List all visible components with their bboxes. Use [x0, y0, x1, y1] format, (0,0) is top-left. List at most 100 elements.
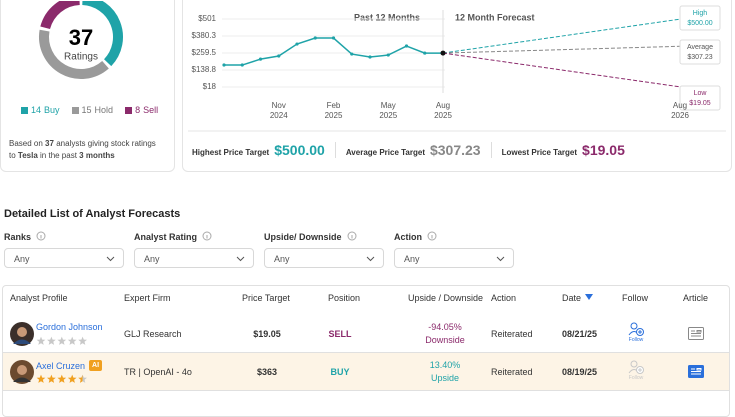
analyst-name-text[interactable]: Gordon Johnson — [36, 322, 103, 332]
price-point — [295, 42, 299, 46]
price-point — [386, 53, 390, 57]
direction: Upside — [430, 373, 459, 383]
forecast-value: $500.00 — [687, 20, 712, 27]
article-button[interactable] — [688, 327, 704, 340]
star — [67, 336, 77, 345]
star-rating — [36, 336, 87, 345]
analyst-name-text[interactable]: Axel Cruzen — [36, 360, 86, 371]
x-tick-label: May 2025 — [379, 101, 398, 120]
legend-name: Hold — [94, 105, 114, 115]
price-chart: Past 12 Months 12 Month Forecast $501 $38… — [188, 5, 726, 132]
column-header[interactable]: Date — [562, 293, 594, 303]
column-header: Upside / Downside — [408, 293, 484, 303]
follow-button[interactable] — [628, 322, 644, 336]
x-tick-label: Aug 2025 — [434, 101, 452, 120]
star-rating — [36, 374, 87, 383]
info-circle — [202, 231, 212, 241]
text: analysts giving stock ratings — [56, 139, 156, 148]
price-point — [350, 52, 354, 56]
info-icon — [36, 231, 46, 241]
legend-swatch — [21, 106, 28, 114]
avatar-face — [17, 327, 27, 337]
ratings-legend: 14 Buy 15 Hold 8 Sell — [21, 105, 158, 115]
star — [47, 336, 56, 345]
forecast-name: Low — [694, 90, 708, 97]
chevron — [106, 256, 115, 262]
filter-select[interactable]: Any — [134, 248, 254, 268]
star — [47, 374, 56, 383]
expert-firm: TR | OpenAI - 4o — [124, 367, 192, 377]
summary-item: Lowest Price Target $19.05 — [490, 142, 635, 158]
forecast-box — [679, 85, 721, 111]
summary-label: Lowest Price Target — [501, 148, 578, 157]
article-lines — [691, 368, 702, 375]
follow-label: Follow — [628, 375, 644, 381]
x-tick-label: Feb 2025 — [324, 101, 343, 120]
filter-select[interactable]: Any — [394, 248, 514, 268]
price-target: $19.05 — [253, 329, 281, 339]
date: 08/21/25 — [562, 329, 598, 339]
x-tick-label: Nov 2024 — [269, 101, 288, 120]
price-point — [368, 55, 372, 59]
text: Based on — [9, 139, 43, 148]
legend-item: 15 Hold — [71, 105, 114, 115]
sort-icon — [585, 294, 594, 300]
filter-select[interactable]: Any — [264, 248, 384, 268]
star — [57, 374, 67, 383]
legend-value: 14 — [31, 105, 42, 115]
chevron — [496, 256, 505, 262]
follow-button[interactable] — [628, 360, 644, 374]
donut-segment — [39, 29, 109, 79]
forecast-line — [442, 18, 681, 54]
article-button[interactable] — [688, 365, 704, 378]
donut-segment — [40, 1, 80, 30]
star — [78, 336, 87, 345]
filter-value: Any — [14, 254, 30, 264]
summary-item: Highest Price Target $500.00 — [192, 142, 335, 158]
legend-value: 15 — [81, 105, 92, 115]
ai-badge: AI — [89, 360, 103, 371]
chevron — [366, 256, 375, 262]
column-header: Analyst Profile — [10, 293, 68, 303]
info-icon — [427, 231, 437, 241]
filter-label: Analyst Rating — [134, 231, 212, 242]
star — [36, 336, 46, 345]
forecast-line — [442, 52, 681, 88]
analyst-name[interactable]: Gordon Johnson — [36, 322, 103, 332]
filter-select[interactable]: Any — [4, 248, 124, 268]
legend-swatch — [125, 106, 133, 114]
legend-item: 8 Sell — [125, 105, 158, 115]
legend-name: Sell — [143, 105, 159, 115]
ratings-card: 37 Ratings 14 Buy 15 Hold 8 Sell Based on 37 … — [0, 0, 175, 172]
action: Reiterated — [491, 329, 533, 339]
column-header: Price Target — [242, 293, 290, 303]
analyst-name[interactable]: Axel Cruzen AI — [36, 360, 103, 371]
legend-name: Buy — [44, 105, 60, 115]
legend-value: 8 — [135, 105, 141, 115]
change: 13.40% — [429, 360, 461, 370]
filter-label: Ranks — [4, 231, 46, 242]
y-tick-label: $138.8 — [192, 65, 217, 74]
filter-value: Any — [274, 254, 290, 264]
column-header: Action — [491, 293, 517, 303]
ratings-count: 37 — [69, 25, 93, 50]
price-point — [423, 51, 427, 55]
price-point — [331, 36, 336, 40]
count: 37 — [45, 139, 54, 148]
action: Reiterated — [491, 367, 533, 377]
chevron-line — [106, 256, 115, 262]
forecast-box — [679, 39, 721, 65]
forecast-value: $307.23 — [687, 54, 712, 61]
follow-head — [630, 322, 638, 330]
price-point — [404, 44, 409, 48]
info-circle — [347, 231, 357, 241]
avatar — [10, 322, 34, 346]
forecast-value: $19.05 — [689, 100, 711, 107]
summary-label: Average Price Target — [345, 148, 425, 157]
price-point — [222, 63, 226, 67]
follow-head — [630, 360, 638, 368]
price-point — [277, 54, 281, 58]
price-point — [313, 36, 317, 40]
filter-label: Upside/ Downside — [264, 231, 357, 242]
price-card — [182, 0, 732, 172]
